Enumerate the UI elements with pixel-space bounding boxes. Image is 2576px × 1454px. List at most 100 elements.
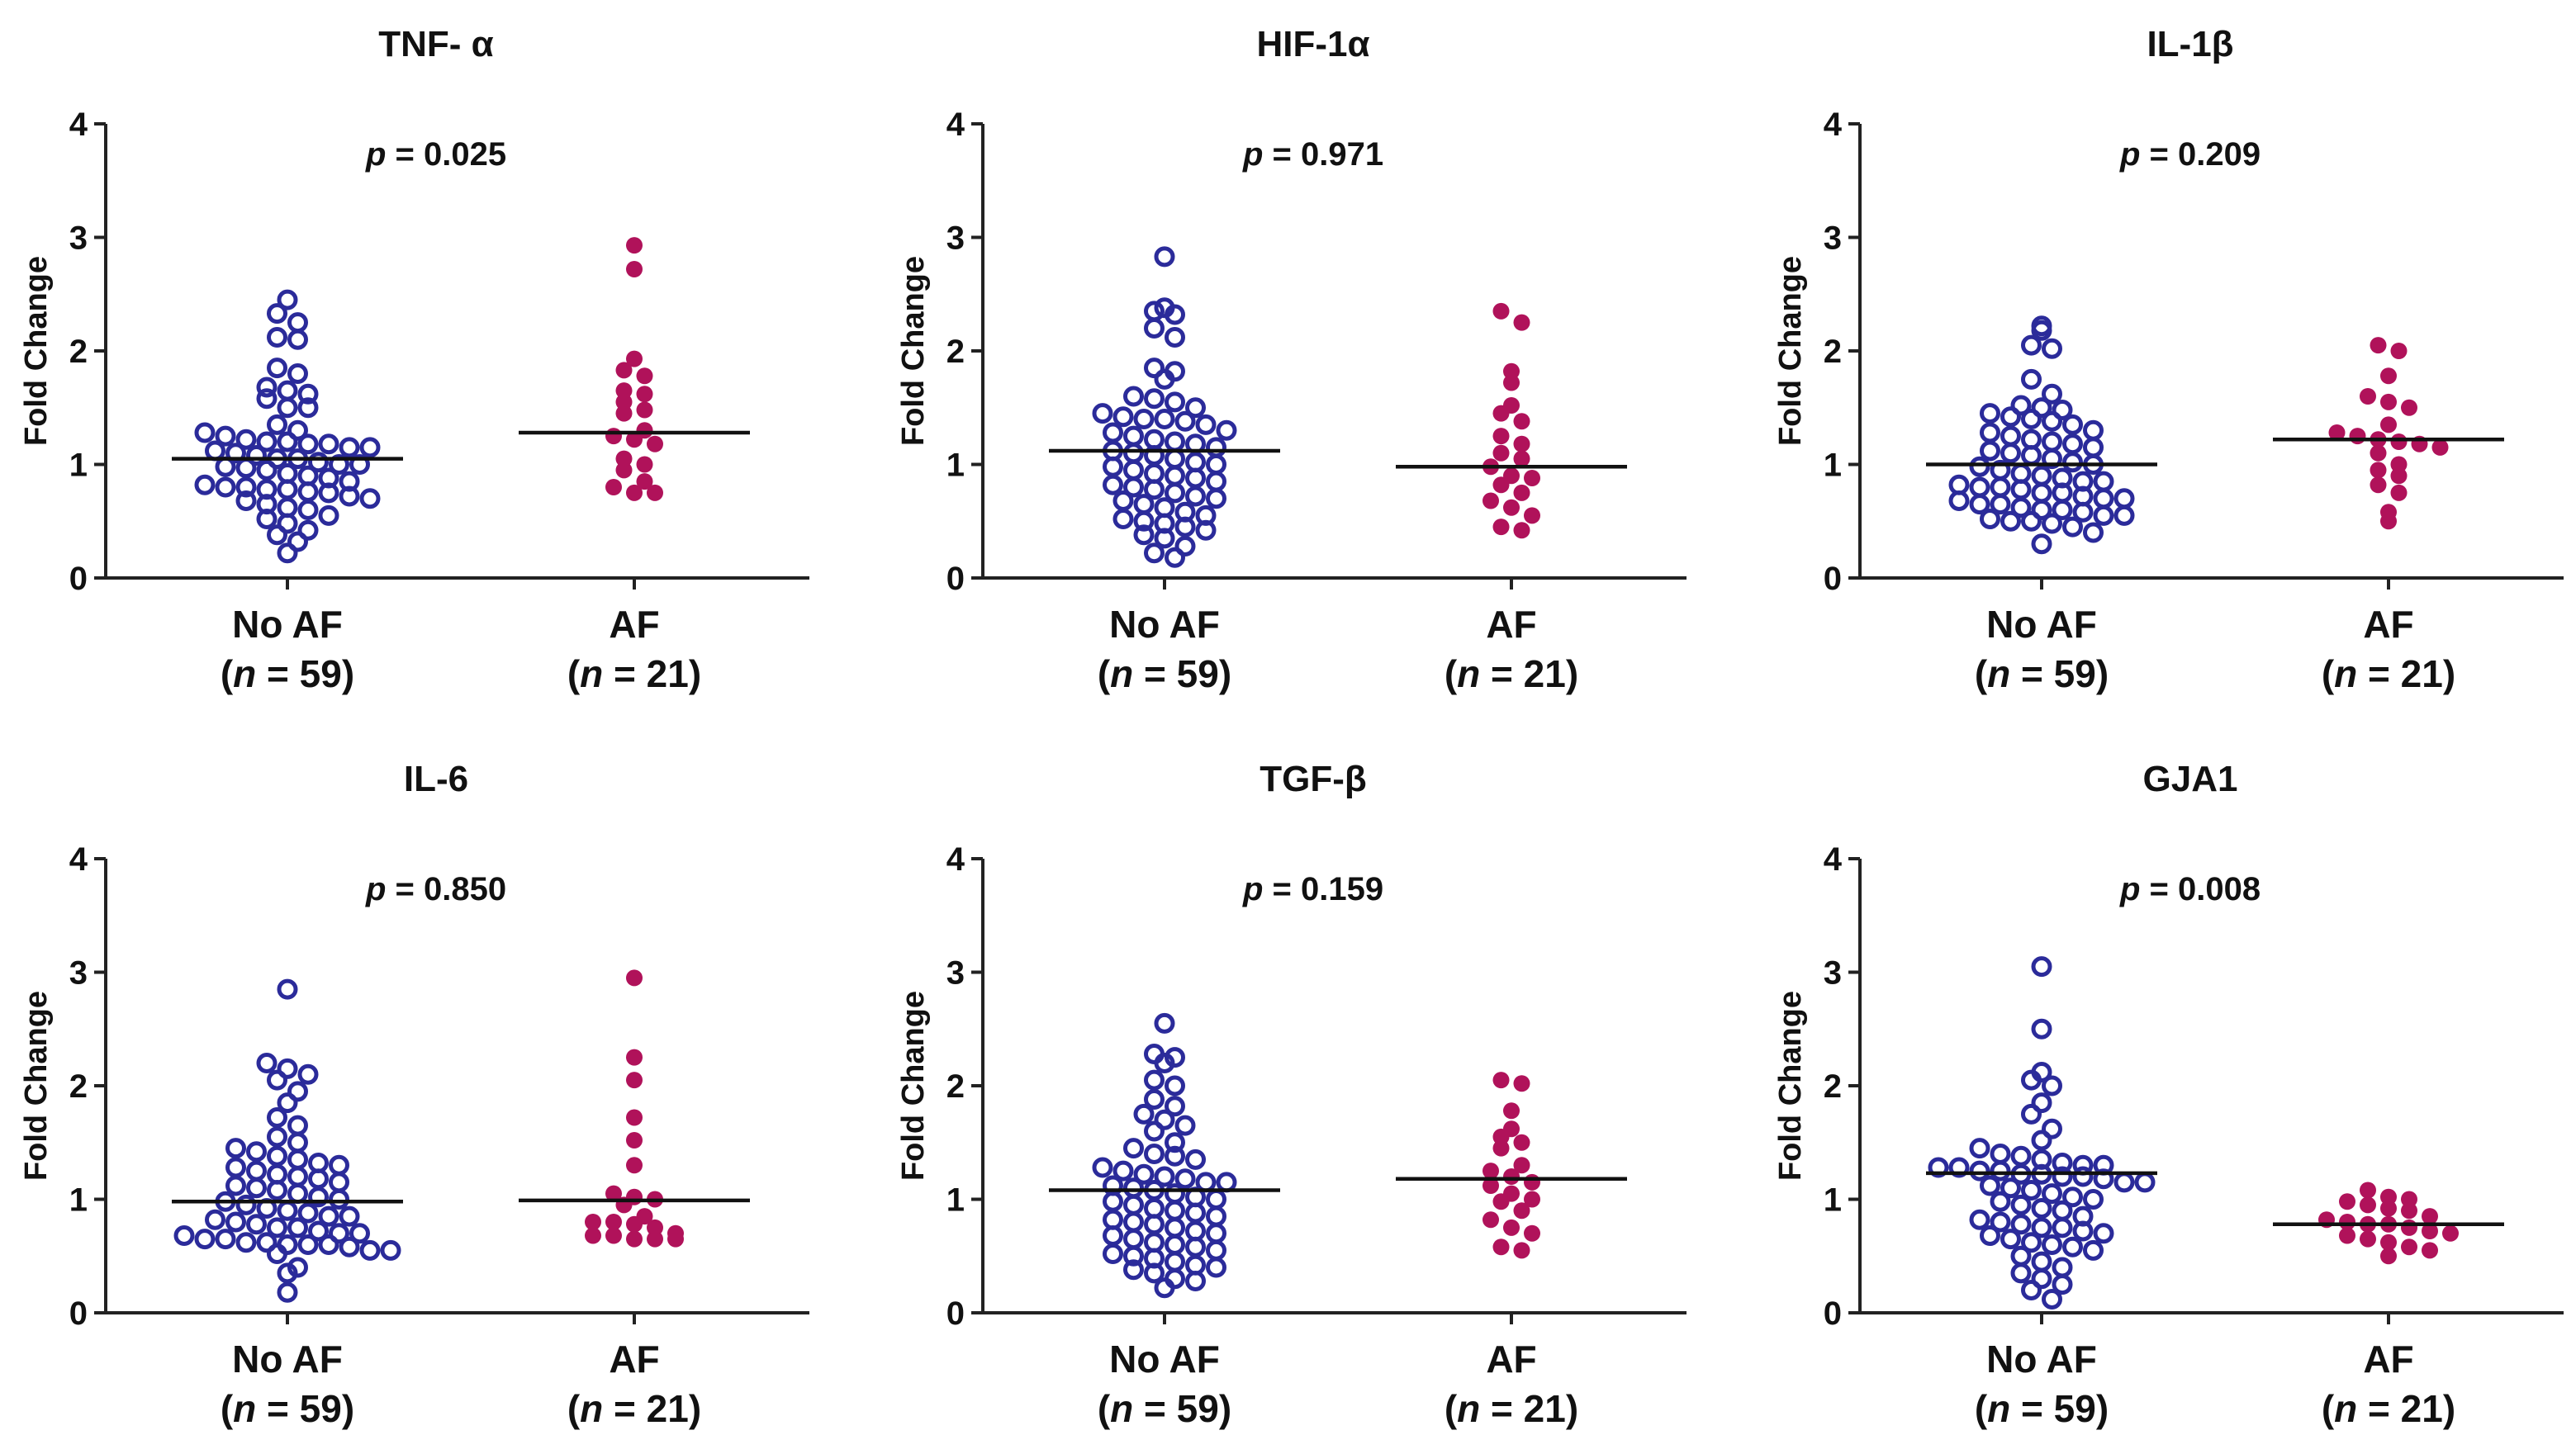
data-point-no-af	[2072, 471, 2094, 492]
data-point-no-af	[2042, 1118, 2062, 1139]
data-point-af	[1483, 1211, 1499, 1229]
y-tick-label: 3	[69, 220, 88, 257]
data-point-no-af	[1154, 409, 1175, 429]
data-point-af	[1524, 1224, 1540, 1242]
x-category-label: AF	[2363, 603, 2413, 646]
data-point-no-af	[2083, 419, 2104, 441]
data-point-af	[2349, 428, 2366, 445]
data-point-no-af	[2052, 500, 2073, 520]
data-point-no-af	[2010, 1194, 2032, 1215]
data-point-no-af	[1123, 386, 1144, 407]
data-point-no-af	[1980, 1225, 2000, 1246]
data-point-no-af	[1112, 1160, 1134, 1182]
data-point-no-af	[339, 1205, 360, 1227]
data-point-no-af	[297, 465, 319, 486]
data-point-af	[2390, 343, 2408, 359]
n-count: = 21)	[603, 1387, 701, 1430]
n-symbol: n	[580, 652, 603, 695]
data-point-no-af	[267, 414, 287, 435]
data-point-no-af	[267, 303, 287, 324]
y-tick-label: 1	[946, 1182, 965, 1219]
x-category-n-label: (n = 59)	[221, 1387, 354, 1430]
data-point-no-af	[2062, 452, 2083, 473]
data-point-no-af	[2031, 533, 2052, 555]
data-point-no-af	[1123, 476, 1144, 498]
data-point-no-af	[1112, 509, 1134, 529]
data-point-no-af	[246, 445, 267, 466]
data-point-no-af	[215, 1229, 236, 1250]
data-point-no-af	[225, 1175, 246, 1196]
data-point-no-af	[2031, 482, 2052, 504]
data-point-af	[2360, 1230, 2376, 1248]
data-point-af	[605, 1227, 622, 1244]
data-point-no-af	[1206, 471, 1226, 492]
data-point-af	[626, 1230, 643, 1248]
y-tick-label: 0	[69, 561, 88, 597]
n-open-paren: (	[221, 652, 234, 695]
data-point-af	[1524, 1173, 1540, 1191]
n-symbol: n	[233, 652, 256, 695]
data-point-no-af	[1144, 429, 1165, 450]
data-point-no-af	[1165, 431, 1185, 452]
data-point-no-af	[2000, 1229, 2021, 1250]
data-point-no-af	[2052, 1257, 2073, 1278]
data-point-af	[1524, 1191, 1540, 1208]
data-point-no-af	[267, 1069, 287, 1091]
data-point-af	[2390, 456, 2408, 473]
data-point-no-af	[1144, 1144, 1165, 1164]
data-point-af	[1503, 467, 1520, 485]
x-category-label: No AF	[1109, 1338, 1220, 1381]
data-point-no-af	[1206, 437, 1226, 458]
data-point-no-af	[1185, 397, 1206, 419]
n-symbol: n	[1110, 652, 1133, 695]
data-point-no-af	[1206, 1205, 1226, 1227]
data-point-af	[2422, 1208, 2438, 1225]
data-point-af	[605, 428, 622, 445]
n-open-paren: (	[1975, 652, 1988, 695]
y-tick-label: 4	[946, 841, 965, 878]
n-count: = 21)	[1480, 1387, 1578, 1430]
data-point-no-af	[215, 425, 236, 447]
data-point-no-af	[2021, 409, 2042, 429]
data-point-af	[1513, 522, 1530, 539]
data-point-no-af	[329, 1154, 349, 1176]
data-point-no-af	[2031, 465, 2052, 486]
data-point-no-af	[318, 467, 339, 489]
data-point-no-af	[1165, 1200, 1185, 1221]
data-point-no-af	[256, 479, 278, 500]
data-point-no-af	[2052, 1200, 2073, 1221]
data-point-no-af	[1165, 1075, 1185, 1096]
data-point-no-af	[267, 524, 287, 546]
data-point-no-af	[1174, 536, 1196, 556]
data-point-no-af	[2062, 433, 2083, 455]
y-tick-label: 2	[946, 334, 965, 370]
data-point-af	[1513, 1242, 1530, 1259]
data-point-no-af	[287, 1166, 308, 1187]
data-point-no-af	[1154, 1166, 1175, 1187]
data-point-no-af	[2072, 1166, 2094, 1187]
y-axis-label: Fold Change	[896, 991, 931, 1181]
data-point-no-af	[2113, 504, 2135, 526]
data-point-no-af	[246, 1177, 267, 1199]
data-point-no-af	[1123, 1194, 1144, 1215]
data-point-no-af	[297, 519, 319, 541]
data-point-no-af	[2113, 488, 2135, 509]
data-point-af	[615, 362, 633, 379]
y-tick-label: 1	[1824, 448, 1842, 484]
data-point-no-af	[329, 1172, 349, 1193]
y-tick-label: 3	[946, 955, 965, 992]
n-symbol: n	[1457, 652, 1480, 695]
x-category-label: AF	[609, 603, 659, 646]
data-point-no-af	[339, 1236, 360, 1257]
chart-title: GJA1	[2143, 759, 2238, 799]
data-point-no-af	[287, 1149, 308, 1170]
data-point-no-af	[2000, 425, 2021, 447]
data-point-af	[1492, 428, 1510, 445]
data-point-af	[585, 1214, 601, 1230]
data-point-af	[2380, 504, 2397, 521]
y-tick-label: 4	[69, 841, 88, 878]
data-point-no-af	[339, 471, 360, 492]
